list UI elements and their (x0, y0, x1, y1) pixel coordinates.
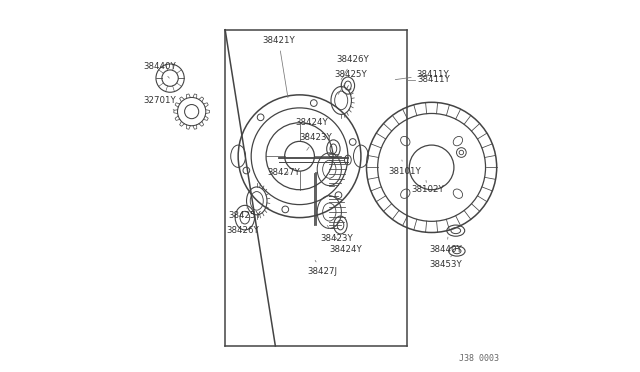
Text: 38425Y: 38425Y (334, 70, 367, 94)
Text: 38453Y: 38453Y (429, 255, 463, 269)
Text: 38411Y: 38411Y (417, 76, 450, 84)
Text: 38440Y: 38440Y (429, 237, 463, 254)
Text: 38425Y: 38425Y (229, 206, 262, 220)
Text: J38 0003: J38 0003 (458, 354, 499, 363)
Text: 38427J: 38427J (307, 260, 337, 276)
Text: 32701Y: 32701Y (143, 96, 176, 110)
Text: 38423Y: 38423Y (300, 133, 332, 150)
Text: 38101Y: 38101Y (389, 160, 422, 176)
Text: 38423Y: 38423Y (320, 225, 353, 243)
Text: 38426Y: 38426Y (227, 223, 259, 235)
Text: 38426Y: 38426Y (337, 55, 369, 80)
Text: 38440Y: 38440Y (143, 62, 176, 78)
Text: 38424Y: 38424Y (296, 118, 328, 139)
Text: 38427Y: 38427Y (267, 169, 300, 177)
Text: 38102Y: 38102Y (411, 180, 444, 194)
Text: 38411Y: 38411Y (396, 70, 449, 80)
Text: 38424Y: 38424Y (330, 237, 362, 254)
Text: 38421Y: 38421Y (262, 36, 295, 98)
